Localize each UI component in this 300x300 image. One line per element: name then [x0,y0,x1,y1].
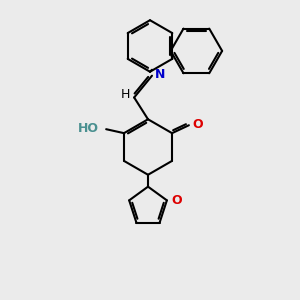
Text: HO: HO [78,122,99,135]
Text: N: N [155,68,165,81]
Text: O: O [193,118,203,131]
Text: H: H [121,88,130,101]
Text: O: O [172,194,182,207]
